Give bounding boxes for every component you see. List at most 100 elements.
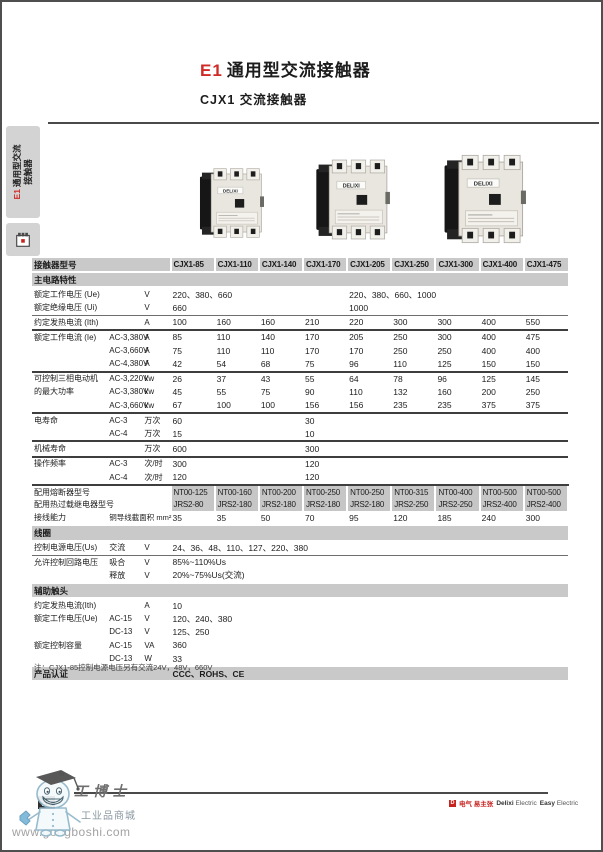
- badge-cell: JRS2-180: [257, 498, 304, 512]
- watermark-script-name: 工博士: [74, 785, 131, 800]
- table-row: 额定工作电压(Ue) AC-15 V 120、240、380: [32, 613, 568, 626]
- value-cell: 250: [525, 387, 540, 398]
- section-value-cell: CCC、ROHS、CE: [170, 665, 568, 683]
- row-label-cell: [32, 427, 108, 443]
- row-label-cell: [32, 569, 107, 583]
- unit-cell: 万次: [144, 415, 161, 425]
- contactor-icon: [16, 232, 30, 247]
- row-sublabel-cell: AC-3,220V: [109, 374, 149, 384]
- value-cell: 54: [214, 357, 259, 373]
- table-row: 操作频率 AC-3 次/时 300 120: [32, 457, 568, 471]
- table-row: 额定绝缘电压 (Ui) V 660 1000: [32, 301, 568, 316]
- row-sublabel-cell: [107, 287, 142, 301]
- unit-cell: V: [144, 627, 150, 637]
- footer-brand: D 电气 易主张 Delixi Electric Easy Electric: [449, 798, 578, 808]
- value-cell: 110: [391, 357, 436, 373]
- value-cell: 33: [172, 653, 182, 664]
- table-row: 的最大功率 AC-3,380V kw 45 55 75 90 110 132 160 200 250: [32, 386, 568, 399]
- unit-cell: 次/时: [142, 470, 171, 487]
- value-cell: 400: [481, 345, 496, 356]
- sidebar-tab-icon-box: [6, 223, 40, 256]
- value-cell: 45: [172, 387, 182, 398]
- row-sublabel-cell: AC-3: [109, 459, 128, 469]
- value-cell: 300: [435, 315, 480, 331]
- spec-table: 接触器型号 CJX1-85 CJX1-110 CJX1-140 CJX1-170 CJX1…: [32, 258, 570, 683]
- value-cell: 10: [172, 600, 182, 611]
- row-label-cell: 控制电源电压(Us): [32, 540, 108, 556]
- value-cell: 170: [304, 345, 320, 356]
- value-cell: 400: [479, 315, 524, 331]
- value-cell: 85%~110%Us: [172, 557, 226, 568]
- value-cell: 210: [302, 315, 348, 331]
- model-header-cell: CJX1-140: [257, 258, 303, 273]
- header-rule: [48, 122, 599, 124]
- value-cell: 185: [437, 512, 452, 523]
- page-title: E1 通用型交流接触器: [200, 56, 371, 81]
- value-cell: 20%~75%Us(交流): [172, 570, 245, 581]
- row-sublabel-cell: AC-4,380V: [107, 357, 148, 373]
- row-sublabel-cell: DC-13: [109, 653, 133, 663]
- value-cell: 170: [304, 332, 320, 343]
- row-label-cell: [32, 344, 107, 357]
- value-cell: 55: [216, 387, 227, 398]
- badge-cell: NT00-125: [169, 485, 216, 499]
- row-sublabel-cell: AC-3,380V: [109, 387, 149, 397]
- row-label-cell: 额定工作电流 (Ie): [34, 332, 97, 342]
- value-cell: 300: [302, 441, 568, 458]
- value-cell: 156: [347, 398, 392, 415]
- value-cell: 96: [437, 374, 447, 384]
- value-cell: 60: [172, 415, 182, 426]
- brand-slogan-cn: 电气 易主张: [459, 801, 494, 808]
- model-header-cell: CJX1-300: [434, 258, 480, 273]
- value-cell: 43: [260, 374, 271, 384]
- row-label-cell: [32, 357, 108, 373]
- value-cell: 110: [260, 345, 275, 356]
- value-cell: 300: [437, 332, 452, 343]
- value-cell: 660: [170, 301, 348, 316]
- model-header-cell: CJX1-205: [346, 258, 392, 273]
- unit-cell: kw: [142, 398, 171, 415]
- value-cell: 75: [172, 345, 182, 356]
- row-sublabel-cell: AC-4: [107, 470, 143, 487]
- contactor-product-image-medium: [315, 159, 390, 240]
- table-row: 额定工作电压 (Ue) V 220、380、660 220、380、660、1000: [32, 287, 568, 301]
- value-cell: 90: [304, 387, 315, 398]
- value-cell: 125: [481, 374, 496, 384]
- unit-cell: A: [142, 357, 171, 373]
- value-cell: 35: [172, 512, 182, 523]
- value-cell: 375: [523, 398, 568, 415]
- page-subtitle: CJX1 交流接触器: [200, 93, 308, 107]
- brand-en-easy: Easy Electric: [539, 799, 579, 807]
- value-cell: 250: [393, 345, 408, 356]
- value-cell: 30: [304, 415, 315, 426]
- row-sublabel-cell: [107, 598, 142, 612]
- sidebar-tab-series: E1通用型交流 接触器: [6, 126, 40, 218]
- table-row: 额定工作电流 (Ie) AC-3,380V A 85 110 140 170 205 250 30…: [32, 330, 568, 344]
- table-row: AC-4 万次 15 10: [32, 427, 568, 443]
- row-sublabel-cell: [107, 441, 143, 458]
- footer-rule: [74, 792, 548, 794]
- section-row: 主电路特性: [32, 271, 568, 289]
- value-cell: 240: [481, 512, 496, 523]
- badge-cell: JRS2-400: [478, 498, 525, 512]
- row-label-cell: 额定工作电压 (Ue): [34, 290, 100, 300]
- watermark-shop-name: 工业品商城: [81, 811, 136, 822]
- row-sublabel-cell: [107, 301, 143, 316]
- unit-cell: V: [144, 557, 150, 567]
- section-label-cell: 线圈: [32, 524, 568, 542]
- model-header-cell: CJX1-170: [301, 258, 348, 273]
- badge-cell: NT00-500: [478, 485, 525, 499]
- unit-cell: V: [142, 301, 171, 316]
- row-sublabel-cell: 铜导线截面积 mm²: [109, 513, 172, 523]
- value-cell: 220、380、660: [172, 289, 233, 300]
- section-label-cell: 产品认证: [32, 665, 171, 683]
- delixi-logo-icon: D: [449, 799, 456, 807]
- value-cell: 145: [525, 374, 540, 384]
- value-cell: 200: [481, 387, 496, 398]
- row-sublabel-cell: 释放: [109, 570, 126, 580]
- value-cell: 50: [260, 512, 271, 523]
- sidebar-tab-label: E1通用型交流 接触器: [12, 144, 33, 200]
- value-cell: 400: [481, 332, 496, 343]
- contactor-product-image-large: [444, 154, 527, 244]
- spec-table-body: 接触器型号 CJX1-85 CJX1-110 CJX1-140 CJX1-170 CJX1…: [32, 258, 570, 683]
